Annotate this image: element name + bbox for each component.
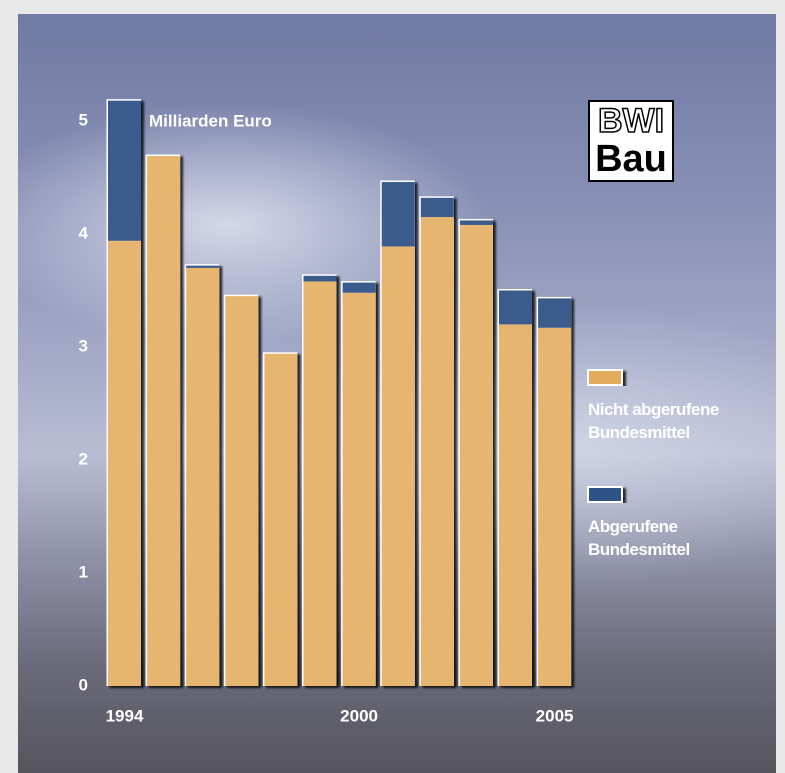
logo-line: BWI <box>597 101 665 141</box>
bar-stack <box>262 352 298 686</box>
bar-segment <box>499 324 532 686</box>
annotation: Milliarden Euro <box>149 111 272 130</box>
bar-segment <box>108 100 141 241</box>
logo-line: Bau <box>595 138 667 180</box>
y-tick-label: 4 <box>79 223 89 242</box>
bar-stack <box>380 180 415 686</box>
x-tick-label: 1994 <box>106 706 144 725</box>
bar-segment <box>381 246 415 686</box>
bar-segment <box>303 275 337 282</box>
bar-segment <box>264 353 298 686</box>
bar-segment <box>459 224 493 686</box>
x-tick-label: 2000 <box>340 706 378 725</box>
bar-segment <box>342 292 376 686</box>
bar-segment <box>459 220 493 225</box>
y-tick-label: 0 <box>79 675 88 694</box>
bar-stack <box>106 99 141 686</box>
bar-segment <box>225 296 259 686</box>
bar-segment <box>420 217 454 687</box>
bar-stack <box>341 281 376 686</box>
legend-swatch <box>587 486 623 503</box>
bar-stack <box>497 289 532 686</box>
x-tick-label: 2005 <box>536 706 574 725</box>
y-tick-label: 3 <box>79 336 88 355</box>
logo: BWI Bau <box>588 100 674 182</box>
y-tick-label: 1 <box>79 562 88 581</box>
bar-segment <box>186 265 220 268</box>
legend-label: Nicht abgerufene Bundesmittel <box>588 400 719 442</box>
bar-segment <box>499 290 532 325</box>
bar-stack <box>458 218 493 686</box>
bar-stack <box>145 154 181 686</box>
y-tick-label: 5 <box>79 110 88 129</box>
bar-stack <box>223 294 259 686</box>
bar-stack <box>419 196 454 687</box>
bar-segment <box>420 197 454 218</box>
bar-stack <box>536 296 572 686</box>
bar-segment <box>381 182 415 247</box>
bar-segment <box>108 240 141 686</box>
bar-stack <box>184 264 220 686</box>
bar-segment <box>186 267 220 686</box>
bar-segment <box>303 281 337 686</box>
legend-label: Abgerufene Bundesmittel <box>588 517 690 559</box>
y-tick-label: 2 <box>79 449 88 468</box>
legend-swatch <box>587 369 623 386</box>
bar-segment <box>538 298 572 328</box>
bar-stack <box>302 274 337 686</box>
bar-segment <box>538 327 572 686</box>
bar-segment <box>342 282 376 293</box>
bar-segment <box>147 156 181 686</box>
